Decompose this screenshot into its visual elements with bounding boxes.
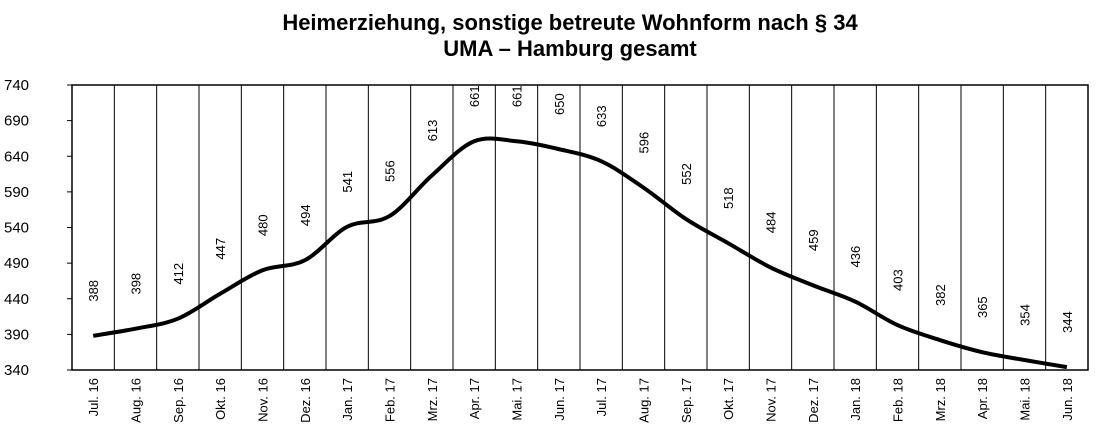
data-label: 447	[213, 238, 228, 260]
data-label: 556	[383, 160, 398, 182]
data-label: 633	[594, 105, 609, 127]
data-label: 661	[467, 85, 482, 107]
x-tick-label: Mai. 17	[510, 378, 525, 421]
y-tick-label: 740	[4, 77, 29, 94]
data-label: 661	[510, 85, 525, 107]
data-label: 365	[975, 296, 990, 318]
data-label: 398	[129, 273, 144, 295]
x-tick-label: Aug. 16	[129, 378, 144, 423]
x-tick-label: Sep. 16	[171, 378, 186, 423]
data-label: 541	[340, 171, 355, 193]
data-label: 459	[806, 229, 821, 251]
x-tick-label: Mrz. 18	[933, 378, 948, 421]
x-tick-label: Dez. 16	[298, 378, 313, 423]
data-label: 403	[891, 269, 906, 291]
data-label: 613	[425, 120, 440, 142]
y-tick-label: 390	[4, 326, 29, 343]
x-tick-label: Mai. 18	[1018, 378, 1033, 421]
data-label: 480	[256, 214, 271, 236]
data-label: 494	[298, 204, 313, 226]
y-tick-label: 540	[4, 220, 29, 237]
x-tick-label: Feb. 17	[383, 378, 398, 422]
x-tick-label: Jul. 16	[86, 378, 101, 416]
data-label: 596	[637, 132, 652, 154]
x-tick-label: Jul. 17	[594, 378, 609, 416]
x-tick-label: Mrz. 17	[425, 378, 440, 421]
x-tick-label: Apr. 17	[467, 378, 482, 419]
data-label: 518	[721, 187, 736, 209]
data-label: 484	[764, 212, 779, 234]
data-label: 650	[552, 93, 567, 115]
data-label: 436	[848, 246, 863, 268]
y-tick-label: 440	[4, 291, 29, 308]
x-tick-label: Jan. 17	[340, 378, 355, 421]
y-tick-label: 640	[4, 148, 29, 165]
x-tick-label: Jan. 18	[848, 378, 863, 421]
y-tick-label: 690	[4, 113, 29, 130]
x-tick-label: Apr. 18	[975, 378, 990, 419]
x-tick-label: Okt. 17	[721, 378, 736, 420]
x-tick-label: Nov. 16	[256, 378, 271, 422]
chart-subtitle: UMA – Hamburg gesamt	[443, 36, 697, 61]
y-tick-label: 490	[4, 255, 29, 272]
x-tick-label: Sep. 17	[679, 378, 694, 423]
x-tick-label: Jun. 18	[1060, 378, 1075, 421]
x-tick-label: Jun. 17	[552, 378, 567, 421]
data-label: 382	[933, 284, 948, 306]
x-tick-label: Nov. 17	[764, 378, 779, 422]
x-tick-label: Feb. 18	[891, 378, 906, 422]
line	[92, 136, 1068, 370]
data-label: 412	[171, 263, 186, 285]
data-label: 344	[1060, 311, 1075, 333]
data-label: 354	[1018, 304, 1033, 326]
x-tick-label: Okt. 16	[213, 378, 228, 420]
y-tick-label: 340	[4, 362, 29, 379]
x-tick-label: Dez. 17	[806, 378, 821, 423]
chart-title: Heimerziehung, sonstige betreute Wohnfor…	[282, 10, 858, 35]
data-label: 552	[679, 163, 694, 185]
y-tick-label: 590	[4, 184, 29, 201]
data-label: 388	[86, 280, 101, 302]
x-tick-label: Aug. 17	[637, 378, 652, 423]
